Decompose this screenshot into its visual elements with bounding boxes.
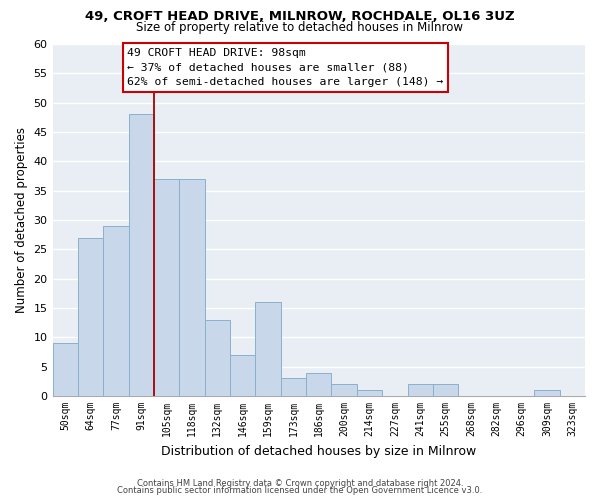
Bar [230, 355, 256, 396]
Text: Contains HM Land Registry data © Crown copyright and database right 2024.: Contains HM Land Registry data © Crown c… [137, 478, 463, 488]
Bar [407, 384, 433, 396]
Bar [205, 320, 230, 396]
X-axis label: Distribution of detached houses by size in Milnrow: Distribution of detached houses by size … [161, 444, 476, 458]
Bar [78, 238, 103, 396]
Y-axis label: Number of detached properties: Number of detached properties [15, 127, 28, 313]
Bar [103, 226, 128, 396]
Text: 49, CROFT HEAD DRIVE, MILNROW, ROCHDALE, OL16 3UZ: 49, CROFT HEAD DRIVE, MILNROW, ROCHDALE,… [85, 10, 515, 23]
Text: 49 CROFT HEAD DRIVE: 98sqm
← 37% of detached houses are smaller (88)
62% of semi: 49 CROFT HEAD DRIVE: 98sqm ← 37% of deta… [127, 48, 443, 87]
Bar [357, 390, 382, 396]
Bar [281, 378, 306, 396]
Bar [534, 390, 560, 396]
Bar [306, 372, 331, 396]
Bar [433, 384, 458, 396]
Bar [256, 302, 281, 396]
Bar [128, 114, 154, 396]
Text: Size of property relative to detached houses in Milnrow: Size of property relative to detached ho… [137, 21, 464, 34]
Bar [53, 343, 78, 396]
Bar [179, 179, 205, 396]
Bar [331, 384, 357, 396]
Text: Contains public sector information licensed under the Open Government Licence v3: Contains public sector information licen… [118, 486, 482, 495]
Bar [154, 179, 179, 396]
